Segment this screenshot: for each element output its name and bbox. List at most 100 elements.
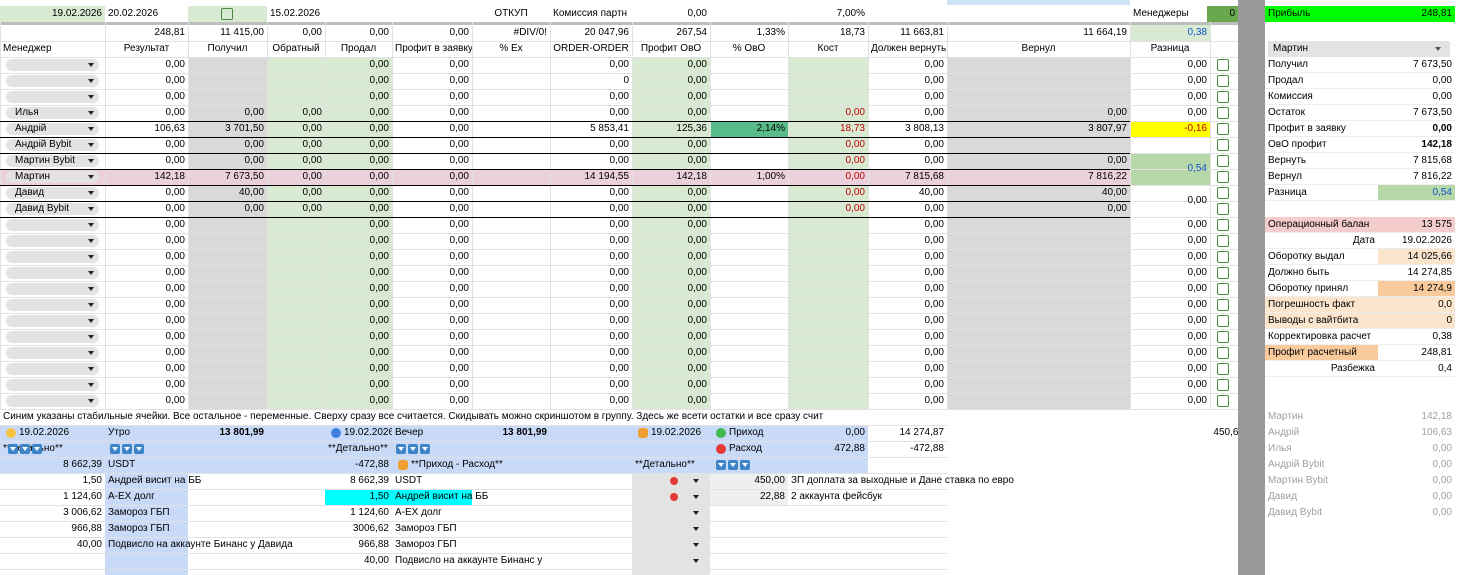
checkbox[interactable] xyxy=(1217,155,1229,167)
data-cell: 0,00 xyxy=(845,155,865,166)
dropdown-arrow xyxy=(88,127,94,131)
dropdown[interactable] xyxy=(6,187,99,199)
checkbox[interactable] xyxy=(1217,75,1229,87)
checkbox[interactable] xyxy=(1217,283,1229,295)
cell-fill xyxy=(1130,121,1210,137)
bottom-cell: Замороз ГБП xyxy=(108,507,170,518)
top-cell: 15.02.2026 xyxy=(270,8,321,19)
checkbox[interactable] xyxy=(1217,267,1229,279)
dropdown[interactable] xyxy=(6,91,99,103)
data-cell: 0,00 xyxy=(449,91,469,102)
data-cell: 0,00 xyxy=(449,139,469,150)
checkbox[interactable] xyxy=(1217,203,1229,215)
checkbox[interactable] xyxy=(221,8,233,20)
bottom-cell: 40,00 xyxy=(363,555,389,566)
data-cell: 0,00 xyxy=(369,219,389,230)
dropdown[interactable] xyxy=(6,299,99,311)
dropdown[interactable] xyxy=(6,251,99,263)
total-cell: 267,54 xyxy=(676,27,707,38)
dropdown[interactable] xyxy=(6,107,99,119)
side-value: 248,81 xyxy=(1421,347,1452,358)
grid-line xyxy=(1265,200,1455,201)
checkbox[interactable] xyxy=(1217,299,1229,311)
column-header: Результат xyxy=(123,43,170,54)
bottom-cell: 8 662,39 xyxy=(350,475,389,486)
selector[interactable] xyxy=(1268,41,1450,57)
data-cell: 0,00 xyxy=(687,315,707,326)
dropdown[interactable] xyxy=(6,59,99,71)
checkbox[interactable] xyxy=(1217,331,1229,343)
dropdown[interactable] xyxy=(6,267,99,279)
bottom-cell: 19.02.2026 xyxy=(651,427,702,438)
grid-line xyxy=(0,521,947,522)
side-label: Дата xyxy=(1352,235,1375,246)
checkbox[interactable] xyxy=(1217,315,1229,327)
arrow-glyph xyxy=(718,463,724,467)
dropdown[interactable] xyxy=(6,283,99,295)
data-cell: 0,00 xyxy=(449,251,469,262)
arrow-glyph xyxy=(22,447,28,451)
checkbox[interactable] xyxy=(1217,107,1229,119)
side-label: Выводы с вайтбита xyxy=(1268,315,1359,326)
checkbox[interactable] xyxy=(1217,347,1229,359)
checkbox[interactable] xyxy=(1217,187,1229,199)
dropdown[interactable] xyxy=(6,379,99,391)
dropdown[interactable] xyxy=(638,555,704,567)
dropdown-arrow xyxy=(88,63,94,67)
icon xyxy=(398,460,408,470)
checkbox[interactable] xyxy=(1217,139,1229,151)
data-cell: 1,00% xyxy=(756,171,785,182)
grid-line xyxy=(1265,328,1455,329)
checkbox[interactable] xyxy=(1217,395,1229,407)
data-cell: 0,00 xyxy=(1107,155,1127,166)
dropdown[interactable] xyxy=(6,363,99,375)
cell-fill xyxy=(325,489,392,505)
dropdown[interactable] xyxy=(6,395,99,407)
bottom-cell: USDT xyxy=(108,459,136,470)
data-cell: 7 815,68 xyxy=(905,171,944,182)
side-value: 7 815,68 xyxy=(1413,155,1452,166)
checkbox[interactable] xyxy=(1217,219,1229,231)
checkbox[interactable] xyxy=(1217,123,1229,135)
dropdown[interactable] xyxy=(6,171,99,183)
dropdown[interactable] xyxy=(6,155,99,167)
cell-fill xyxy=(0,22,1238,25)
dropdown[interactable] xyxy=(638,523,704,535)
data-cell: 0,00 xyxy=(1107,107,1127,118)
total-cell: 0,00 xyxy=(449,27,469,38)
dropdown[interactable] xyxy=(6,139,99,151)
data-cell: 0,00 xyxy=(165,235,185,246)
dropdown[interactable] xyxy=(638,507,704,519)
checkbox[interactable] xyxy=(1217,379,1229,391)
side-label: Оборотку принял xyxy=(1268,283,1349,294)
checkbox[interactable] xyxy=(1217,251,1229,263)
data-cell: 0,00 xyxy=(369,267,389,278)
dropdown[interactable] xyxy=(6,315,99,327)
dropdown[interactable] xyxy=(6,219,99,231)
checkbox[interactable] xyxy=(1217,235,1229,247)
checkbox[interactable] xyxy=(1217,91,1229,103)
grid-line xyxy=(1265,360,1455,361)
dropdown[interactable] xyxy=(638,571,704,575)
manager-name: Андрій xyxy=(15,123,47,134)
checkbox[interactable] xyxy=(1217,59,1229,71)
dropdown[interactable] xyxy=(638,539,704,551)
checkbox[interactable] xyxy=(1217,171,1229,183)
dropdown[interactable] xyxy=(6,235,99,247)
dropdown[interactable] xyxy=(6,203,99,215)
dropdown[interactable] xyxy=(6,347,99,359)
dropdown[interactable] xyxy=(6,331,99,343)
grid-line xyxy=(0,105,1238,106)
bottom-cell: 3006,62 xyxy=(352,523,389,534)
bottom-cell: 13 801,99 xyxy=(219,427,265,438)
data-cell: 0,00 xyxy=(609,315,629,326)
dropdown[interactable] xyxy=(6,75,99,87)
checkbox[interactable] xyxy=(1217,363,1229,375)
bottom-cell: 450,60 xyxy=(1213,427,1244,438)
data-cell: 0,00 xyxy=(609,91,629,102)
grid-line xyxy=(0,313,1238,314)
dropdown[interactable] xyxy=(6,123,99,135)
data-cell: 3 701,50 xyxy=(225,123,264,134)
data-cell: 0,00 xyxy=(244,155,264,166)
data-cell: 0,00 xyxy=(369,203,389,214)
